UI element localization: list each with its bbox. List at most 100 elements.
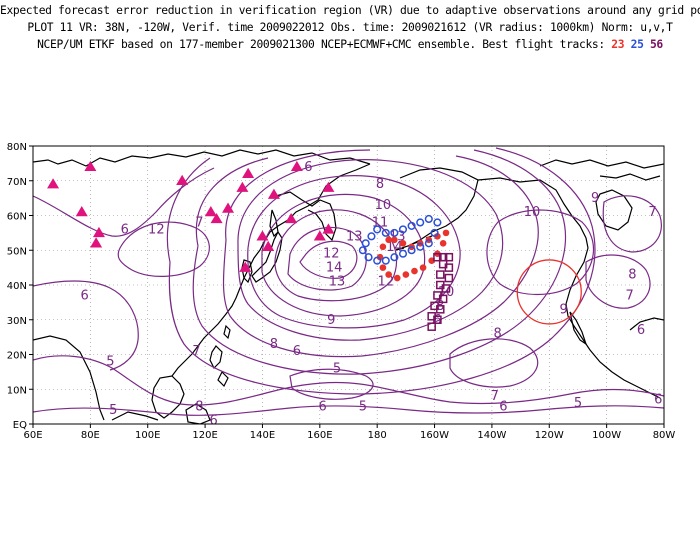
raob-triangle <box>93 227 105 237</box>
track-25-point <box>362 240 369 247</box>
track-23-point <box>385 237 392 244</box>
contour-label: 6 <box>499 400 507 415</box>
raob-triangle <box>322 182 334 192</box>
contour-label: 6 <box>637 323 645 338</box>
lon-tick-label: 120W <box>535 430 564 441</box>
raob-triangle <box>76 206 88 216</box>
track-23-point <box>380 243 387 250</box>
contour-label: 12 <box>148 222 165 237</box>
contour-lines <box>33 148 664 415</box>
coast-philippines <box>210 346 228 386</box>
track-23-point <box>403 271 410 278</box>
coast-gulf-mexico <box>630 318 664 330</box>
lon-tick-label: 60E <box>23 430 42 441</box>
lon-tick-label: 140W <box>477 430 506 441</box>
contour-label: 9 <box>559 302 567 317</box>
coast-sakhalin <box>270 210 278 236</box>
raob-sites <box>47 161 334 272</box>
contour-9 <box>238 160 503 341</box>
lat-tick-label: 10N <box>7 385 27 396</box>
contour-8-ring <box>450 339 538 387</box>
lat-tick-label: 40N <box>7 281 27 292</box>
contour-label: 5 <box>359 400 367 415</box>
contour-label: 12 <box>323 247 340 262</box>
contour-label: 7 <box>491 389 499 404</box>
lon-tick-label: 100E <box>135 430 160 441</box>
contour-label: 8 <box>494 327 502 342</box>
lat-tick-label: 50N <box>7 246 27 257</box>
track-56-point <box>437 271 444 278</box>
lat-tick-label: 70N <box>7 177 27 188</box>
track-23-point <box>443 230 450 237</box>
raob-triangle <box>205 206 217 216</box>
contour-label: 6 <box>319 400 327 415</box>
lon-tick-label: 160E <box>307 430 332 441</box>
coast-indonesia <box>112 412 158 420</box>
contour-label: 6 <box>80 288 88 303</box>
contour-label: 5 <box>333 361 341 376</box>
lat-tick-label: 20N <box>7 351 27 362</box>
contour-label: 10 <box>524 205 541 220</box>
contour-label: 14 <box>326 261 343 276</box>
contour-label: 9 <box>327 313 335 328</box>
contour-label: 5 <box>106 354 114 369</box>
contour-label: 7 <box>625 288 633 303</box>
contour-label: 7 <box>192 344 200 359</box>
contour-8-east <box>586 255 650 308</box>
lat-tick-label: 60N <box>7 212 27 223</box>
contour-label: 7 <box>195 215 203 230</box>
track-23-point <box>380 264 387 271</box>
track-23-point <box>420 264 427 271</box>
track-25-point <box>434 219 441 226</box>
track-23-point <box>400 240 407 247</box>
contour-label: 8 <box>628 268 636 283</box>
lon-tick-label: 180 <box>368 430 387 441</box>
raob-triangle <box>285 213 297 223</box>
raob-triangle <box>90 237 102 247</box>
flight-track-56 <box>428 254 452 331</box>
lat-tick-label: 30N <box>7 316 27 327</box>
track-25-point <box>426 216 433 223</box>
lon-tick-label: 80E <box>81 430 100 441</box>
track-23-point <box>385 271 392 278</box>
contour-label: 5 <box>109 403 117 418</box>
coast-india <box>33 336 104 420</box>
raob-triangle <box>268 189 280 199</box>
flight-track-23 <box>377 230 450 282</box>
track-25-point <box>417 219 424 226</box>
coast-alaska <box>396 168 588 250</box>
track-23-point <box>394 275 401 282</box>
contour-label: 10 <box>375 198 392 213</box>
contour-6-south <box>33 406 664 415</box>
track-25-point <box>382 257 389 264</box>
lon-tick-label: 160W <box>420 430 449 441</box>
contour-label: 5 <box>574 396 582 411</box>
coast-taiwan <box>224 326 230 338</box>
contour-label: 8 <box>270 337 278 352</box>
contour-label: 9 <box>591 191 599 206</box>
contour-label: 13 <box>346 229 363 244</box>
track-23-point <box>411 268 418 275</box>
lat-tick-label: 80N <box>7 142 27 153</box>
contour-label: 7 <box>648 205 656 220</box>
raob-triangle <box>291 161 303 171</box>
contour-label: 6 <box>654 393 662 408</box>
contour-label: 13 <box>329 275 346 290</box>
contour-label: 6 <box>210 414 218 429</box>
contour-label: 8 <box>376 177 384 192</box>
track-56-point <box>445 275 452 282</box>
contour-5-south <box>33 356 664 405</box>
track-25-point <box>368 233 375 240</box>
contour-label: 8 <box>195 400 203 415</box>
coast-baja <box>570 312 586 344</box>
lon-tick-label: 140E <box>250 430 275 441</box>
lon-tick-label: 120E <box>192 430 217 441</box>
track-23-point <box>391 237 398 244</box>
lon-tick-label: 80W <box>653 430 676 441</box>
raob-triangle <box>242 168 254 178</box>
contour-label: 12 <box>378 275 395 290</box>
lat-tick-label: EQ <box>13 420 27 431</box>
contour-label: 6 <box>304 160 312 175</box>
track-23-point <box>440 240 447 247</box>
